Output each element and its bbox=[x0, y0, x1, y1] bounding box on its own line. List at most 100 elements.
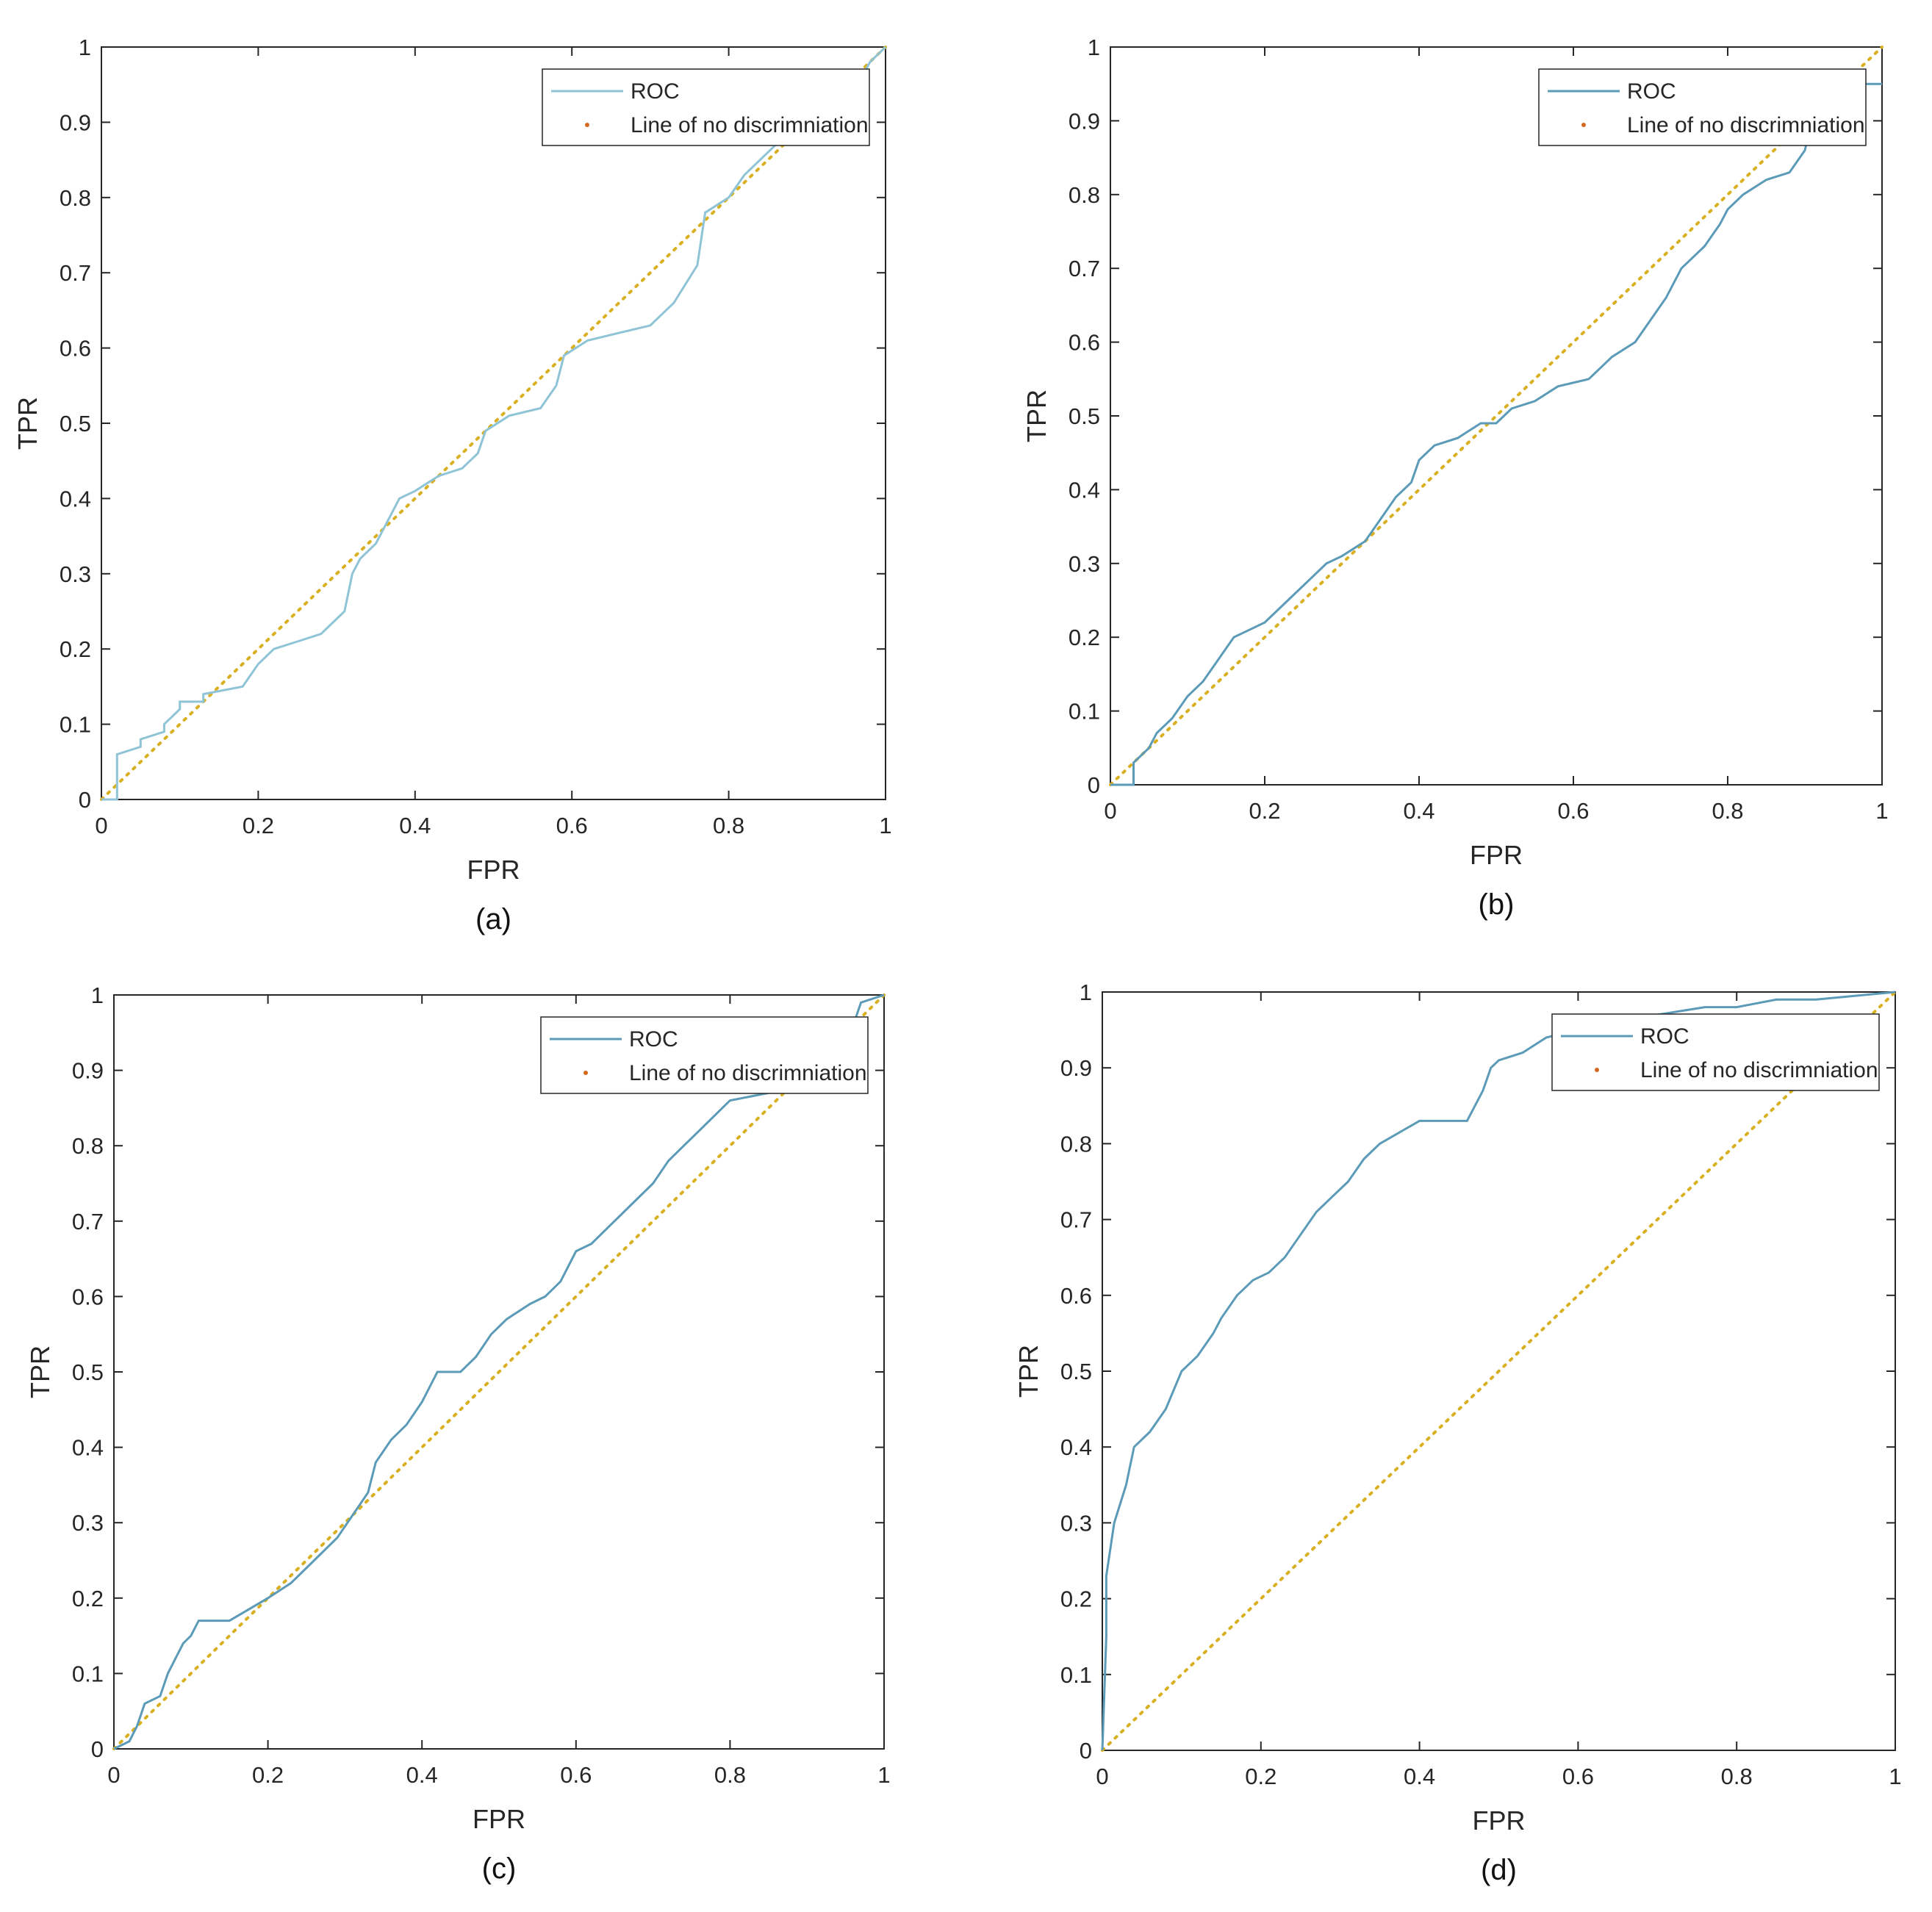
x-tick-label: 0.4 bbox=[1403, 798, 1434, 824]
y-tick-label: 0.7 bbox=[1060, 1207, 1092, 1233]
y-tick-label: 0.1 bbox=[1069, 699, 1100, 725]
y-tick-label: 0 bbox=[91, 1736, 104, 1762]
y-tick-label: 0.3 bbox=[60, 561, 91, 587]
y-tick-label: 0.9 bbox=[60, 109, 91, 135]
x-tick-label: 0.4 bbox=[1404, 1764, 1435, 1789]
y-tick-label: 1 bbox=[1088, 35, 1100, 60]
y-tick-label: 0.3 bbox=[1060, 1510, 1092, 1536]
legend-box bbox=[1551, 1013, 1880, 1091]
y-axis-label: TPR bbox=[1021, 389, 1052, 442]
y-tick-label: 0.2 bbox=[1069, 625, 1100, 650]
y-tick-label: 0.4 bbox=[1069, 477, 1100, 503]
x-tick-label: 1 bbox=[1889, 1764, 1901, 1789]
y-tick-label: 0.8 bbox=[1069, 182, 1100, 208]
legend-roc-label: ROC bbox=[1640, 1024, 1689, 1049]
y-tick-label: 0.4 bbox=[72, 1435, 104, 1461]
roc-curve bbox=[1110, 82, 1882, 786]
y-tick-label: 0.4 bbox=[60, 486, 91, 511]
legend-box bbox=[542, 68, 870, 146]
y-tick-label: 0.8 bbox=[1060, 1131, 1092, 1157]
no-discrimination-line bbox=[1109, 46, 1883, 786]
legend-roc-label: ROC bbox=[631, 79, 680, 104]
legend-diag-marker bbox=[585, 123, 589, 127]
x-tick-label: 0.8 bbox=[714, 1762, 746, 1788]
y-tick-label: 0.6 bbox=[1060, 1283, 1092, 1309]
y-tick-label: 0.6 bbox=[60, 336, 91, 362]
legend-roc-label: ROC bbox=[629, 1027, 678, 1052]
y-tick-label: 1 bbox=[79, 35, 91, 60]
roc-chart-b: 0 0.2 0.4 0.6 0.8 1 0 0.1 0.2 0.3 0.4 0.5 0.6 0.7 0.8 0… bbox=[1021, 35, 1889, 921]
x-tick-label: 0.8 bbox=[1712, 798, 1743, 824]
roc-curve bbox=[113, 993, 885, 1750]
y-tick-label: 0.5 bbox=[60, 411, 91, 436]
y-tick-label: 0.3 bbox=[1069, 551, 1100, 577]
chart-panel-c: 0 0.2 0.4 0.6 0.8 1 0 0.1 0.2 0.3 0.4 0.5 0.6 0.7 0.8 0… bbox=[0, 955, 955, 1903]
y-tick-label: 1 bbox=[91, 982, 104, 1008]
x-tick-label: 0.6 bbox=[1562, 1764, 1594, 1789]
legend-roc-label: ROC bbox=[1627, 79, 1676, 104]
legend-diag-marker bbox=[1581, 123, 1586, 127]
panel-caption: (d) bbox=[1481, 1854, 1517, 1886]
panel-caption: (c) bbox=[482, 1852, 517, 1885]
panel-caption: (a) bbox=[475, 903, 511, 935]
x-tick-label: 0.4 bbox=[399, 813, 431, 838]
x-tick-label: 0.8 bbox=[713, 813, 744, 838]
chart-panel-a: 0 0.2 0.4 0.6 0.8 1 0 0.1 0.2 0.3 0.4 0.5 0.6 0.7 0.8 0… bbox=[0, 0, 955, 948]
x-tick-label: 0 bbox=[107, 1762, 120, 1788]
no-discrimination-line bbox=[112, 993, 886, 1750]
axes-box bbox=[101, 46, 886, 800]
y-tick-label: 0.4 bbox=[1060, 1434, 1092, 1460]
legend-box bbox=[1538, 68, 1867, 146]
y-tick-label: 0.3 bbox=[72, 1510, 104, 1536]
y-tick-label: 0 bbox=[79, 787, 91, 813]
y-tick-label: 1 bbox=[1080, 980, 1092, 1005]
y-axis-label: TPR bbox=[1013, 1345, 1044, 1398]
x-tick-label: 0 bbox=[95, 813, 107, 838]
y-tick-label: 0.2 bbox=[72, 1586, 104, 1611]
x-axis-label: FPR bbox=[1470, 840, 1523, 870]
y-tick-label: 0.5 bbox=[72, 1359, 104, 1385]
y-tick-label: 0.6 bbox=[72, 1284, 104, 1309]
x-tick-label: 0.2 bbox=[252, 1762, 284, 1788]
x-tick-label: 1 bbox=[1875, 798, 1888, 824]
roc-chart-d: 0 0.2 0.4 0.6 0.8 1 0 0.1 0.2 0.3 0.4 0.5 0.6 0.7 0.8 0… bbox=[1013, 980, 1902, 1886]
y-tick-label: 0.7 bbox=[72, 1209, 104, 1234]
y-tick-label: 0.2 bbox=[1060, 1586, 1092, 1612]
y-tick-label: 0.6 bbox=[1069, 330, 1100, 356]
y-tick-label: 0.9 bbox=[1069, 108, 1100, 134]
legend-diag-label: Line of no discrimniation bbox=[1640, 1058, 1878, 1082]
x-axis-label: FPR bbox=[467, 855, 520, 885]
legend-diag-marker bbox=[583, 1071, 588, 1075]
x-tick-label: 0.2 bbox=[1245, 1764, 1276, 1789]
chart-panel-d: 0 0.2 0.4 0.6 0.8 1 0 0.1 0.2 0.3 0.4 0.5 0.6 0.7 0.8 0… bbox=[966, 955, 1922, 1903]
y-tick-label: 0 bbox=[1088, 772, 1100, 798]
y-tick-label: 0.5 bbox=[1069, 403, 1100, 429]
roc-curve bbox=[101, 46, 887, 801]
y-tick-label: 0.8 bbox=[60, 185, 91, 211]
chart-panel-b: 0 0.2 0.4 0.6 0.8 1 0 0.1 0.2 0.3 0.4 0.5 0.6 0.7 0.8 0… bbox=[966, 0, 1922, 948]
y-tick-label: 0.1 bbox=[60, 712, 91, 738]
x-tick-label: 1 bbox=[877, 1762, 890, 1788]
y-axis-label: TPR bbox=[25, 1345, 55, 1398]
x-tick-label: 0 bbox=[1104, 798, 1116, 824]
y-tick-label: 0 bbox=[1080, 1738, 1092, 1764]
legend-diag-label: Line of no discrimniation bbox=[1627, 113, 1865, 137]
x-tick-label: 0 bbox=[1096, 1764, 1108, 1789]
x-tick-label: 0.4 bbox=[406, 1762, 438, 1788]
y-tick-label: 0.1 bbox=[1060, 1662, 1092, 1688]
y-tick-label: 0.1 bbox=[72, 1661, 104, 1686]
x-tick-label: 1 bbox=[879, 813, 891, 838]
legend-diag-label: Line of no discrimniation bbox=[631, 113, 869, 137]
x-tick-label: 0.6 bbox=[1557, 798, 1589, 824]
panel-caption: (b) bbox=[1479, 888, 1515, 921]
x-axis-label: FPR bbox=[1473, 1805, 1526, 1836]
y-tick-label: 0.9 bbox=[1060, 1055, 1092, 1081]
x-tick-label: 0.2 bbox=[243, 813, 274, 838]
no-discrimination-line bbox=[1101, 991, 1897, 1752]
roc-chart-c: 0 0.2 0.4 0.6 0.8 1 0 0.1 0.2 0.3 0.4 0.5 0.6 0.7 0.8 0… bbox=[25, 982, 891, 1885]
y-tick-label: 0.5 bbox=[1060, 1359, 1092, 1384]
y-tick-label: 0.9 bbox=[72, 1058, 104, 1084]
legend-diag-label: Line of no discrimniation bbox=[629, 1061, 867, 1085]
roc-chart-a: 0 0.2 0.4 0.6 0.8 1 0 0.1 0.2 0.3 0.4 0.5 0.6 0.7 0.8 0… bbox=[12, 35, 892, 935]
y-axis-label: TPR bbox=[12, 397, 43, 450]
